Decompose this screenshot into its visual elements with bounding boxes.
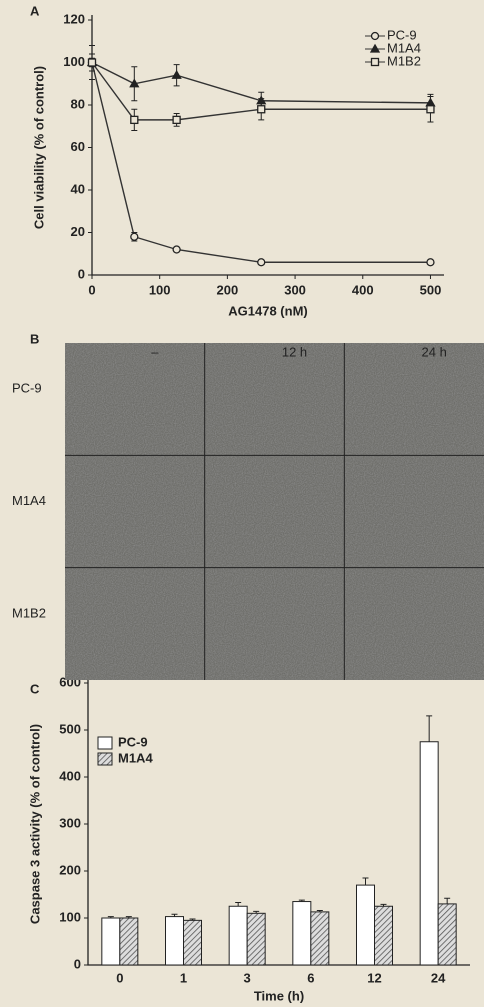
bar — [357, 885, 375, 965]
bar — [120, 918, 138, 965]
error-bar — [426, 716, 432, 742]
y-tick-label: 20 — [71, 224, 85, 239]
panel-label: B — [30, 331, 39, 346]
panel-label: A — [30, 3, 40, 18]
legend-marker — [372, 59, 379, 66]
bar — [166, 917, 184, 965]
point — [173, 116, 180, 123]
x-tick-label: 400 — [352, 282, 374, 297]
column-label: – — [151, 344, 159, 359]
row-label: M1A4 — [12, 493, 46, 508]
point — [89, 59, 96, 66]
bar — [293, 902, 311, 965]
bar — [438, 904, 456, 965]
bar — [184, 920, 202, 965]
x-tick-label: 300 — [284, 282, 306, 297]
x-tick-label: 24 — [431, 970, 446, 985]
panel-label: C — [30, 681, 40, 696]
legend-marker — [372, 33, 379, 40]
y-axis-label: Caspase 3 activity (% of control) — [27, 724, 42, 924]
point — [427, 259, 434, 266]
column-label: 24 h — [422, 344, 447, 359]
point — [258, 259, 265, 266]
point — [131, 233, 138, 240]
error-bar — [363, 878, 369, 885]
point — [173, 71, 181, 78]
x-tick-label: 200 — [217, 282, 239, 297]
y-tick-label: 60 — [71, 139, 85, 154]
axes — [88, 678, 470, 965]
legend-label: PC-9 — [118, 734, 148, 749]
x-tick-label: 1 — [180, 970, 187, 985]
x-tick-label: 0 — [116, 970, 123, 985]
legend-swatch — [98, 753, 112, 765]
x-tick-label: 500 — [420, 282, 442, 297]
y-tick-label: 200 — [59, 862, 81, 877]
bar — [375, 906, 393, 965]
x-axis-label: Time (h) — [254, 988, 304, 1003]
y-tick-label: 300 — [59, 815, 81, 830]
error-bar — [444, 898, 450, 904]
row-label: PC-9 — [12, 381, 42, 396]
bar — [247, 913, 265, 965]
point — [173, 246, 180, 253]
x-tick-label: 12 — [367, 970, 381, 985]
column-label: 12 h — [282, 344, 307, 359]
y-axis-label: Cell viability (% of control) — [31, 66, 46, 229]
bar — [311, 912, 329, 965]
micrograph-grain — [65, 343, 484, 680]
bar — [102, 918, 120, 965]
y-tick-label: 400 — [59, 768, 81, 783]
point — [427, 106, 434, 113]
x-tick-label: 6 — [307, 970, 314, 985]
y-tick-label: 100 — [59, 909, 81, 924]
point — [131, 116, 138, 123]
bar — [420, 742, 438, 965]
y-tick-label: 500 — [59, 721, 81, 736]
y-tick-label: 40 — [71, 181, 85, 196]
legend-label: M1A4 — [118, 750, 153, 765]
error-bar — [235, 902, 241, 906]
bar — [229, 906, 247, 965]
x-tick-label: 100 — [149, 282, 171, 297]
x-tick-label: 0 — [88, 282, 95, 297]
row-label: M1B2 — [12, 605, 46, 620]
y-tick-label: 120 — [63, 11, 85, 26]
legend-swatch — [98, 737, 112, 749]
figure: 020406080100120Cell viability (% of cont… — [0, 0, 484, 1007]
legend-label: M1B2 — [387, 53, 421, 68]
y-tick-label: 80 — [71, 96, 85, 111]
y-tick-label: 0 — [78, 266, 85, 281]
y-tick-label: 0 — [74, 956, 81, 971]
y-tick-label: 100 — [63, 54, 85, 69]
x-tick-label: 3 — [244, 970, 251, 985]
point — [258, 106, 265, 113]
x-axis-label: AG1478 (nM) — [228, 303, 307, 318]
